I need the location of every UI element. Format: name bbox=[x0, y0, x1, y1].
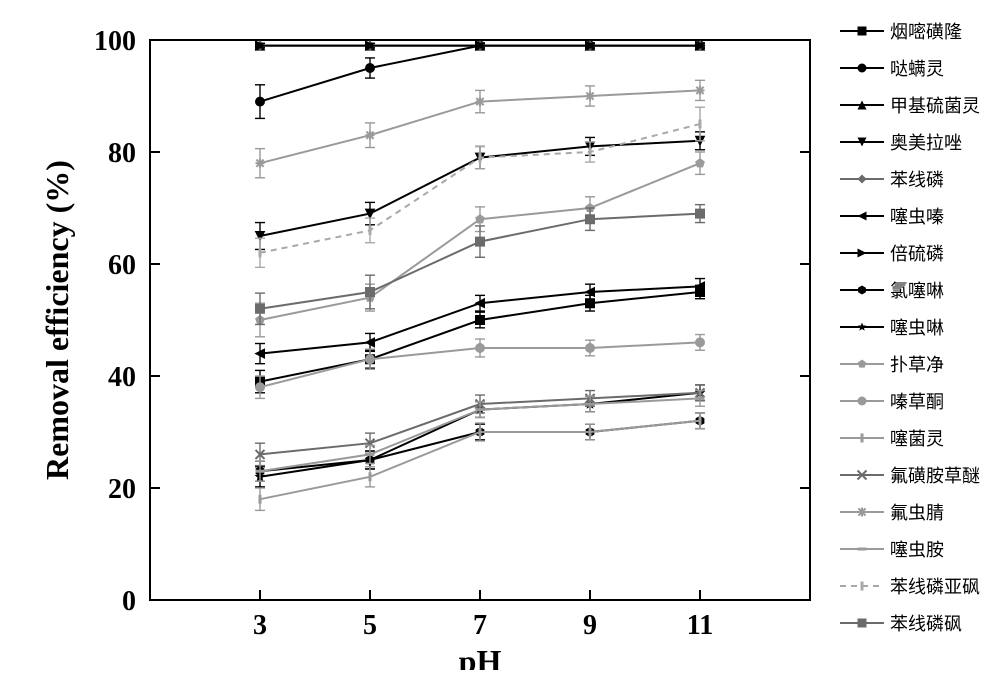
legend: 烟嘧磺隆哒螨灵甲基硫菌灵奥美拉唑苯线磷噻虫嗪倍硫磷氯噻啉噻虫啉扑草净嗪草酮噻菌灵… bbox=[840, 12, 990, 641]
svg-text:11: 11 bbox=[687, 610, 713, 641]
chart-svg: 0 20 40 60 80 100 3 5 7 9 11 Removal efficiency (%)… bbox=[20, 10, 830, 670]
svg-text:60: 60 bbox=[108, 250, 136, 281]
legend-swatch bbox=[840, 465, 884, 485]
legend-label: 噻菌灵 bbox=[890, 425, 944, 451]
legend-label: 哒螨灵 bbox=[890, 55, 944, 81]
legend-label: 苯线磷 bbox=[890, 166, 944, 192]
svg-text:Removal efficiency (%): Removal efficiency (%) bbox=[39, 160, 75, 480]
legend-swatch bbox=[840, 428, 884, 448]
legend-item: 氯噻啉 bbox=[840, 271, 990, 308]
legend-label: 扑草净 bbox=[890, 351, 944, 377]
legend-label: 氟磺胺草醚 bbox=[890, 462, 980, 488]
legend-item: 甲基硫菌灵 bbox=[840, 86, 990, 123]
legend-item: 噻虫啉 bbox=[840, 308, 990, 345]
legend-swatch bbox=[840, 502, 884, 522]
legend-item: 苯线磷砜 bbox=[840, 604, 990, 641]
legend-swatch bbox=[840, 21, 884, 41]
svg-text:5: 5 bbox=[363, 610, 377, 641]
legend-item: 苯线磷亚砜 bbox=[840, 567, 990, 604]
legend-swatch bbox=[840, 354, 884, 374]
legend-label: 嗪草酮 bbox=[890, 388, 944, 414]
svg-text:0: 0 bbox=[122, 586, 136, 617]
figure-root: 0 20 40 60 80 100 3 5 7 9 11 Removal efficiency (%)… bbox=[0, 0, 1000, 693]
legend-swatch bbox=[840, 391, 884, 411]
legend-swatch bbox=[840, 317, 884, 337]
legend-label: 烟嘧磺隆 bbox=[890, 18, 962, 44]
legend-label: 噻虫啉 bbox=[890, 314, 944, 340]
legend-swatch bbox=[840, 169, 884, 189]
legend-item: 噻虫嗪 bbox=[840, 197, 990, 234]
svg-text:40: 40 bbox=[108, 362, 136, 393]
legend-item: 哒螨灵 bbox=[840, 49, 990, 86]
legend-label: 甲基硫菌灵 bbox=[890, 92, 980, 118]
legend-label: 氯噻啉 bbox=[890, 277, 944, 303]
svg-text:100: 100 bbox=[94, 26, 136, 57]
legend-label: 噻虫嗪 bbox=[890, 203, 944, 229]
legend-item: 烟嘧磺隆 bbox=[840, 12, 990, 49]
legend-label: 苯线磷亚砜 bbox=[890, 573, 980, 599]
legend-item: 氟虫腈 bbox=[840, 493, 990, 530]
legend-swatch bbox=[840, 95, 884, 115]
legend-label: 奥美拉唑 bbox=[890, 129, 962, 155]
legend-item: 苯线磷 bbox=[840, 160, 990, 197]
svg-text:pH: pH bbox=[459, 643, 502, 670]
legend-swatch bbox=[840, 613, 884, 633]
svg-text:80: 80 bbox=[108, 138, 136, 169]
svg-text:7: 7 bbox=[473, 610, 487, 641]
legend-swatch bbox=[840, 539, 884, 559]
legend-swatch bbox=[840, 206, 884, 226]
svg-text:9: 9 bbox=[583, 610, 597, 641]
legend-label: 氟虫腈 bbox=[890, 499, 944, 525]
legend-swatch bbox=[840, 576, 884, 596]
legend-swatch bbox=[840, 243, 884, 263]
legend-item: 扑草净 bbox=[840, 345, 990, 382]
legend-label: 噻虫胺 bbox=[890, 536, 944, 562]
legend-item: 噻虫胺 bbox=[840, 530, 990, 567]
svg-text:3: 3 bbox=[253, 610, 267, 641]
legend-label: 苯线磷砜 bbox=[890, 610, 962, 636]
legend-swatch bbox=[840, 280, 884, 300]
legend-swatch bbox=[840, 132, 884, 152]
svg-text:20: 20 bbox=[108, 474, 136, 505]
legend-label: 倍硫磷 bbox=[890, 240, 944, 266]
legend-item: 倍硫磷 bbox=[840, 234, 990, 271]
legend-swatch bbox=[840, 58, 884, 78]
legend-item: 嗪草酮 bbox=[840, 382, 990, 419]
legend-item: 氟磺胺草醚 bbox=[840, 456, 990, 493]
legend-item: 噻菌灵 bbox=[840, 419, 990, 456]
legend-item: 奥美拉唑 bbox=[840, 123, 990, 160]
